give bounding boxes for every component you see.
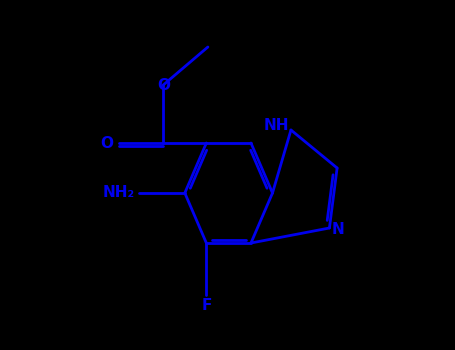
Text: NH: NH: [264, 118, 289, 133]
Text: F: F: [201, 299, 212, 314]
Text: N: N: [331, 222, 344, 237]
Text: NH₂: NH₂: [103, 186, 135, 201]
Text: O: O: [157, 77, 170, 92]
Text: O: O: [101, 135, 113, 150]
